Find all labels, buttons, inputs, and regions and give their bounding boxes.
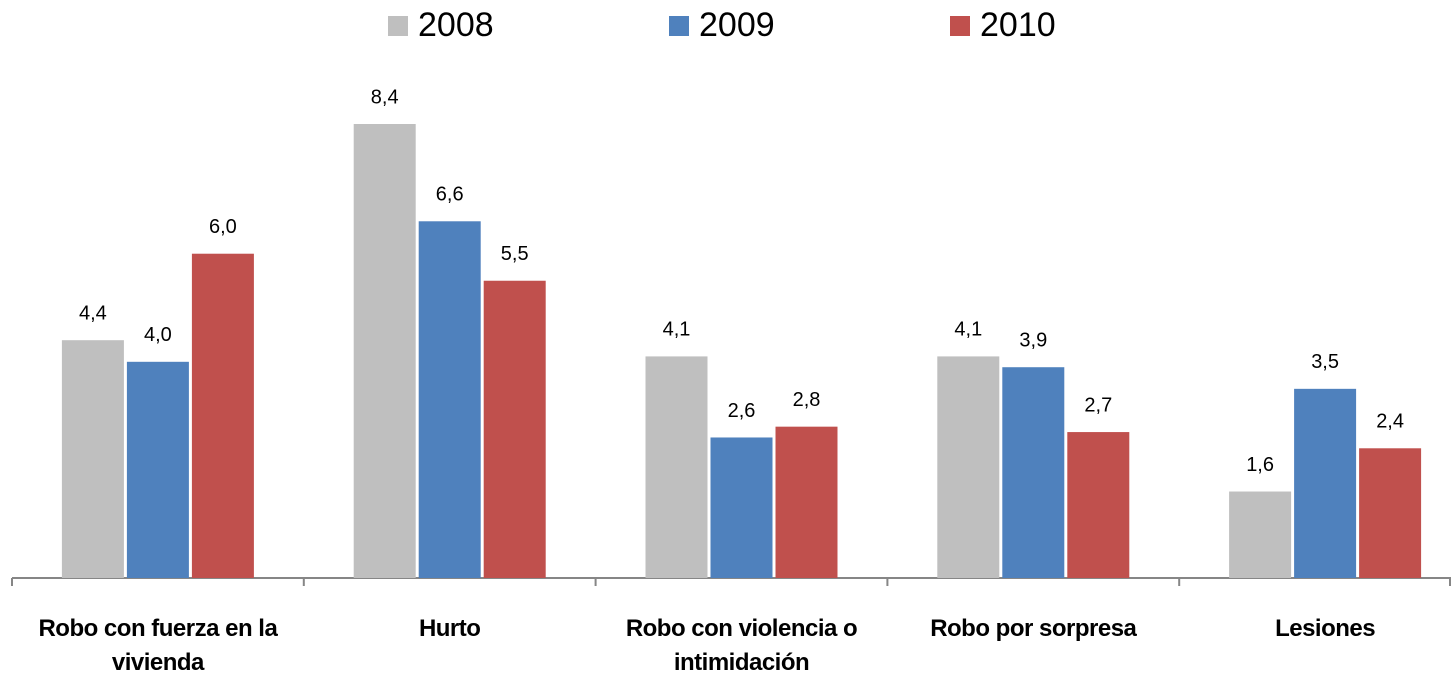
bar (353, 124, 416, 578)
data-label: 4,1 (954, 319, 982, 341)
data-label: 2,7 (1084, 394, 1112, 416)
legend-label: 2010 (980, 6, 1056, 44)
bar (1294, 388, 1357, 578)
bar (191, 253, 254, 578)
data-label: 3,9 (1019, 329, 1047, 351)
bar (483, 280, 546, 578)
data-label: 5,5 (501, 243, 529, 265)
data-label: 2,8 (793, 389, 821, 411)
bar (937, 356, 1000, 578)
data-label: 6,6 (436, 184, 464, 206)
bar (1002, 367, 1065, 578)
x-tick-label: Robo por sorpresa (930, 615, 1137, 642)
bar (126, 361, 189, 578)
legend-swatch (669, 16, 689, 36)
data-label: 2,6 (728, 400, 756, 422)
bar (1359, 448, 1422, 578)
data-label: 4,4 (79, 302, 107, 324)
bar (61, 340, 124, 578)
bar (418, 221, 481, 579)
legend-label: 2008 (418, 6, 494, 44)
bar (775, 426, 838, 578)
legend-swatch (388, 16, 408, 36)
data-label: 4,0 (144, 324, 172, 346)
bar (1229, 491, 1292, 578)
x-tick-label: Hurto (418, 615, 481, 642)
x-tick-label: Robo con violencia o intimidación (625, 615, 858, 676)
data-label: 3,5 (1311, 351, 1339, 373)
data-label: 8,4 (371, 86, 399, 108)
bar (645, 356, 708, 578)
data-label: 1,6 (1246, 454, 1274, 476)
bar (710, 437, 773, 578)
data-label: 4,1 (663, 319, 691, 341)
legend-swatch (950, 16, 970, 36)
data-label: 6,0 (209, 216, 237, 238)
bar (1067, 432, 1130, 578)
x-tick-label: Lesiones (1275, 615, 1376, 642)
data-label: 2,4 (1376, 411, 1404, 433)
x-tick-label: Robo con fuerza en la vivienda (38, 615, 278, 676)
legend-label: 2009 (699, 6, 775, 44)
